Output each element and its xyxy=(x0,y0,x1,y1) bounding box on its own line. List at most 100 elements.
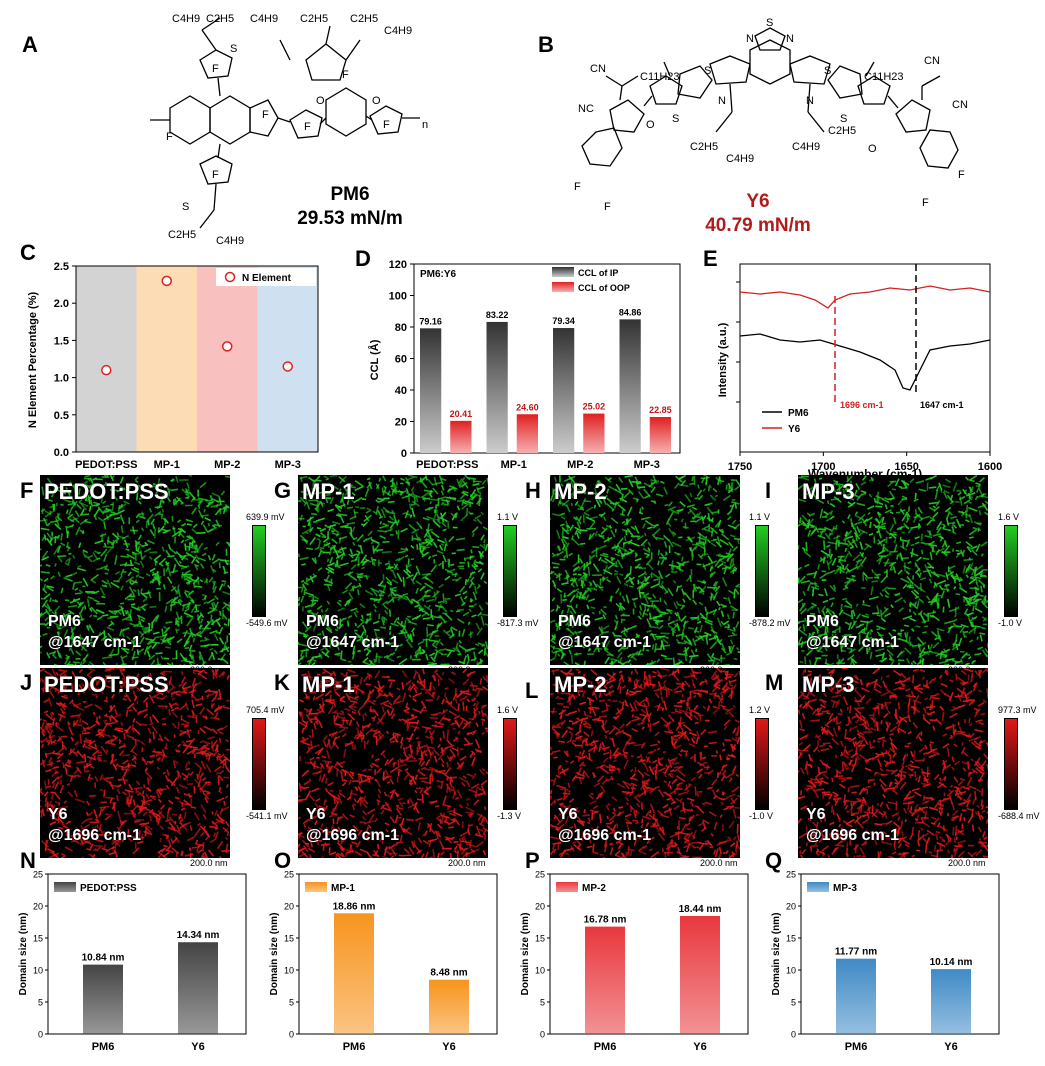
map-texture-stroke xyxy=(960,623,969,628)
map-texture-stroke xyxy=(62,817,66,821)
map-texture-stroke xyxy=(143,645,149,656)
map-texture-stroke xyxy=(614,501,620,506)
map-texture-stroke xyxy=(307,657,314,666)
map-texture-stroke xyxy=(458,477,466,487)
map-texture-stroke xyxy=(876,631,884,640)
map-texture-stroke xyxy=(648,612,652,620)
map-texture-stroke xyxy=(694,497,699,500)
chart-e-xtick-label: 1700 xyxy=(811,461,835,473)
map-texture-stroke xyxy=(164,774,170,782)
map-texture-stroke xyxy=(335,514,341,518)
map-texture-stroke xyxy=(315,475,321,481)
map-texture-stroke xyxy=(440,484,445,491)
map-texture-stroke xyxy=(861,475,867,481)
map-texture-stroke xyxy=(862,571,868,578)
map-texture-stroke xyxy=(560,593,563,604)
map-texture-stroke xyxy=(43,577,49,583)
map-texture-stroke xyxy=(417,768,421,773)
map-texture-stroke xyxy=(41,486,45,496)
map-texture-stroke xyxy=(955,573,961,583)
map-texture-stroke xyxy=(122,754,130,757)
map-texture-stroke xyxy=(464,579,468,586)
map-texture-stroke xyxy=(442,554,447,563)
map-texture-stroke xyxy=(653,643,658,653)
map-texture-stroke xyxy=(430,656,436,663)
map-texture-stroke xyxy=(573,652,582,656)
map-texture-stroke xyxy=(303,581,309,586)
map-texture-stroke xyxy=(90,765,95,769)
map-texture-stroke xyxy=(78,836,85,845)
map-texture-stroke xyxy=(332,677,337,682)
map-texture-stroke xyxy=(136,793,141,796)
map-texture-stroke xyxy=(621,520,626,524)
map-texture-stroke xyxy=(816,629,819,634)
map-texture-stroke xyxy=(177,589,182,598)
map-texture-stroke xyxy=(163,746,169,750)
map-texture-stroke xyxy=(354,584,361,589)
map-texture-stroke xyxy=(211,602,216,612)
map-texture-stroke xyxy=(443,620,448,624)
map-texture-stroke xyxy=(299,475,308,480)
map-texture-stroke xyxy=(417,822,421,831)
map-texture-stroke xyxy=(411,615,421,621)
map-texture-stroke xyxy=(44,725,51,734)
map-texture-stroke xyxy=(337,607,345,612)
map-texture-stroke xyxy=(141,544,148,548)
map-texture-stroke xyxy=(877,538,886,545)
map-texture-stroke xyxy=(637,615,643,620)
map-texture-stroke xyxy=(68,552,72,555)
afm-ir-map: PEDOT:PSS PM6 @1647 cm-1 xyxy=(32,474,236,672)
map-texture-stroke xyxy=(327,791,334,798)
map-texture-stroke xyxy=(223,623,228,626)
map-texture-stroke xyxy=(606,653,614,657)
map-texture-stroke xyxy=(378,477,382,482)
map-texture-stroke xyxy=(910,628,915,632)
map-texture-stroke xyxy=(48,651,56,655)
map-texture-stroke xyxy=(178,813,182,820)
map-texture-stroke xyxy=(436,779,443,783)
map-texture-stroke xyxy=(732,611,735,619)
map-texture-stroke xyxy=(336,488,342,496)
map-texture-stroke xyxy=(151,642,158,650)
map-texture-stroke xyxy=(977,504,987,509)
map-texture-stroke xyxy=(446,648,455,652)
map-texture-stroke xyxy=(202,524,209,533)
map-texture-stroke xyxy=(195,839,199,844)
map-texture-stroke xyxy=(617,503,626,512)
map-texture-stroke xyxy=(952,622,957,627)
map-texture-stroke xyxy=(484,641,489,650)
map-texture-stroke xyxy=(43,780,47,790)
map-texture-stroke xyxy=(570,654,574,664)
map-texture-stroke xyxy=(120,525,124,534)
map-texture-stroke xyxy=(363,820,374,825)
map-material-label: PM6 xyxy=(48,613,81,630)
map-texture-stroke xyxy=(120,568,125,576)
map-texture-stroke xyxy=(100,482,111,487)
map-texture-stroke xyxy=(223,800,226,806)
panel-label-g: G xyxy=(274,478,292,503)
map-texture-stroke xyxy=(77,601,85,609)
map-texture-stroke xyxy=(831,633,836,640)
map-texture-stroke xyxy=(351,492,356,496)
map-texture-stroke xyxy=(207,526,218,533)
chart-d-bar-ip xyxy=(619,319,641,453)
map-texture-stroke xyxy=(931,651,942,656)
map-texture-stroke xyxy=(943,489,950,494)
map-texture-stroke xyxy=(191,846,198,849)
map-texture-stroke xyxy=(86,488,90,493)
map-texture-stroke xyxy=(718,479,725,483)
map-texture-stroke xyxy=(847,654,855,661)
map-texture-stroke xyxy=(158,852,167,859)
map-texture-stroke xyxy=(817,623,821,628)
map-texture-stroke xyxy=(82,737,88,748)
map-texture-stroke xyxy=(364,514,370,522)
map-texture-stroke xyxy=(462,701,465,712)
map-texture-stroke xyxy=(466,578,470,583)
map-texture-stroke xyxy=(558,572,561,581)
map-texture-stroke xyxy=(55,625,61,630)
map-texture-stroke xyxy=(903,522,910,530)
map-texture-stroke xyxy=(470,555,474,559)
map-texture-stroke xyxy=(70,626,74,637)
map-texture-stroke xyxy=(45,563,51,568)
map-texture-stroke xyxy=(322,740,328,748)
